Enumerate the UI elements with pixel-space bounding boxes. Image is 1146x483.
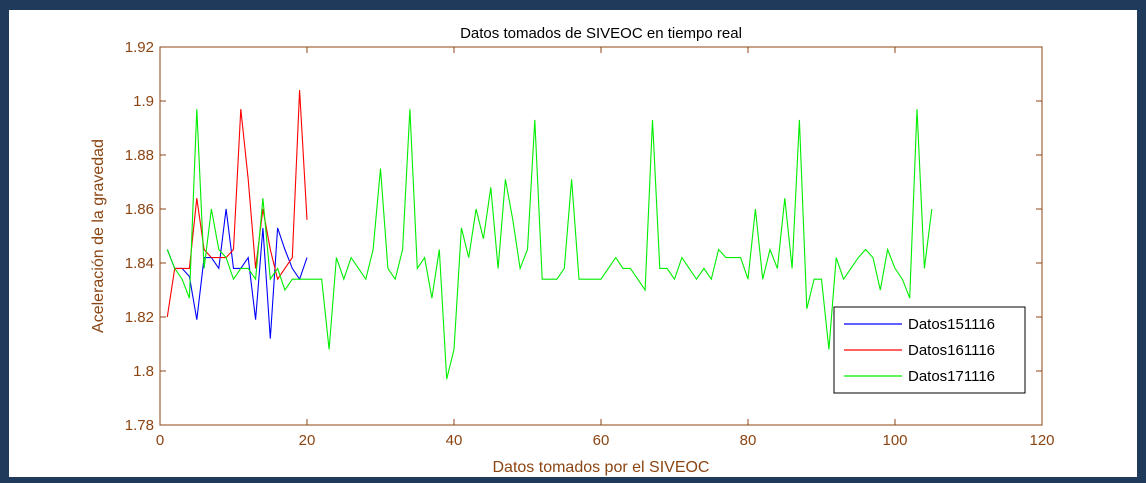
x-axis: 0 20 40 60 80 100 120 <box>156 47 1055 449</box>
y-tick-label: 1.8 <box>133 363 154 380</box>
x-tick-label: 60 <box>593 432 610 449</box>
y-tick-label: 1.78 <box>125 417 154 434</box>
legend-label: Datos171116 <box>908 368 995 385</box>
y-tick-label: 1.9 <box>133 93 154 110</box>
y-axis: 1.78 1.8 1.82 1.84 1.86 1.88 1.9 1.92 <box>125 39 1042 434</box>
legend-label: Datos151116 <box>908 316 995 333</box>
y-axis-label: Aceleración de la gravedad <box>90 139 107 333</box>
series-group <box>166 90 933 380</box>
y-tick-label: 1.82 <box>125 309 154 326</box>
x-tick-label: 20 <box>299 432 316 449</box>
x-tick-label: 120 <box>1029 432 1054 449</box>
x-tick-label: 0 <box>156 432 164 449</box>
y-tick-label: 1.84 <box>125 255 154 272</box>
x-axis-label: Datos tomados por el SIVEOC <box>493 459 710 476</box>
x-tick-label: 100 <box>882 432 907 449</box>
x-tick-label: 40 <box>446 432 463 449</box>
chart-title: Datos tomados de SIVEOC en tiempo real <box>460 25 742 42</box>
y-tick-label: 1.88 <box>125 147 154 164</box>
y-tick-label: 1.92 <box>125 39 154 56</box>
series-line-datos151116 <box>166 208 308 339</box>
series-line-datos171116 <box>166 109 933 380</box>
y-tick-label: 1.86 <box>125 201 154 218</box>
legend-label: Datos161116 <box>908 342 995 359</box>
legend: Datos151116 Datos161116 Datos171116 <box>833 306 1026 394</box>
x-tick-label: 80 <box>740 432 757 449</box>
